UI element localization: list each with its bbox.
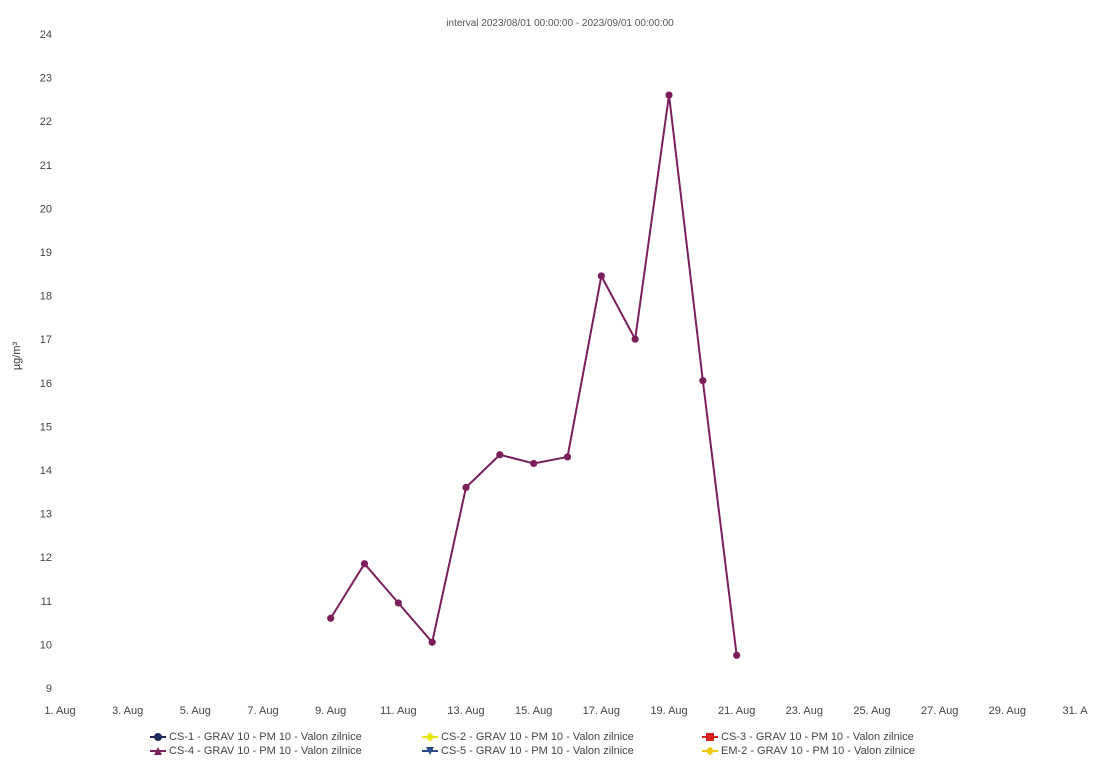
legend-label: CS-3 - GRAV 10 - PM 10 - Valon zilnice bbox=[721, 731, 914, 743]
y-tick-label: 9 bbox=[46, 683, 52, 695]
y-tick-label: 21 bbox=[40, 160, 52, 172]
x-tick-label: 1. Aug bbox=[44, 705, 75, 717]
x-tick-label: 19. Aug bbox=[650, 705, 687, 717]
y-tick-label: 11 bbox=[41, 596, 52, 608]
legend-label: CS-2 - GRAV 10 - PM 10 - Valon zilnice bbox=[441, 731, 634, 743]
y-tick-label: 24 bbox=[40, 29, 52, 41]
legend-label: EM-2 - GRAV 10 - PM 10 - Valon zilnice bbox=[721, 745, 915, 757]
x-tick-label: 15. Aug bbox=[515, 705, 552, 717]
y-axis-ticks: 9 10 11 12 13 14 15 16 17 18 19 20 21 22 23 24 bbox=[40, 29, 52, 695]
data-point bbox=[394, 599, 402, 607]
y-tick-label: 19 bbox=[40, 247, 52, 259]
x-tick-label: 13. Aug bbox=[447, 705, 484, 717]
y-tick-label: 16 bbox=[40, 378, 52, 390]
y-tick-label: 18 bbox=[40, 291, 52, 303]
x-tick-label: 29. Aug bbox=[989, 705, 1026, 717]
chart-title: interval 2023/08/01 00:00:00 - 2023/09/0… bbox=[446, 18, 674, 29]
legend-marker-icon bbox=[150, 733, 166, 742]
legend-marker-icon bbox=[150, 747, 166, 756]
legend-item[interactable]: CS-1 - GRAV 10 - PM 10 - Valon zilnice bbox=[150, 730, 362, 745]
legend-label: CS-1 - GRAV 10 - PM 10 - Valon zilnice bbox=[169, 731, 362, 743]
legend-marker-icon bbox=[422, 733, 438, 741]
y-axis-label: µg/m³ bbox=[11, 341, 23, 370]
data-point bbox=[665, 91, 673, 99]
x-tick-label: 9. Aug bbox=[315, 705, 346, 717]
series-group bbox=[327, 91, 741, 659]
data-point bbox=[597, 272, 605, 280]
legend-item[interactable]: CS-3 - GRAV 10 - PM 10 - Valon zilnice bbox=[702, 730, 914, 745]
y-tick-label: 20 bbox=[40, 203, 52, 215]
data-point bbox=[631, 335, 639, 343]
y-tick-label: 12 bbox=[40, 552, 52, 564]
data-point bbox=[563, 453, 572, 461]
y-tick-label: 10 bbox=[40, 639, 52, 651]
y-tick-label: 22 bbox=[40, 116, 52, 128]
legend-item[interactable]: CS-4 - GRAV 10 - PM 10 - Valon zilnice bbox=[150, 744, 362, 759]
legend-item[interactable]: CS-2 - GRAV 10 - PM 10 - Valon zilnice bbox=[422, 730, 634, 745]
data-point bbox=[496, 451, 504, 459]
x-tick-label: 5. Aug bbox=[180, 705, 211, 717]
x-tick-label: 21. Aug bbox=[718, 705, 755, 717]
series-line bbox=[329, 94, 738, 656]
legend-item[interactable]: CS-5 - GRAV 10 - PM 10 - Valon zilnice bbox=[422, 744, 634, 759]
legend-marker-icon bbox=[422, 747, 438, 756]
data-point bbox=[327, 614, 335, 622]
x-tick-label: 11. Aug bbox=[380, 705, 417, 717]
x-tick-label: 27. Aug bbox=[921, 705, 958, 717]
line-chart: interval 2023/08/01 00:00:00 - 2023/09/0… bbox=[11, 18, 1088, 717]
x-axis-ticks: 1. Aug 3. Aug 5. Aug 7. Aug 9. Aug 11. Aug 13.… bbox=[44, 705, 1088, 717]
data-point bbox=[462, 483, 470, 492]
legend-item[interactable]: EM-2 - GRAV 10 - PM 10 - Valon zilnice bbox=[702, 744, 915, 759]
data-point bbox=[530, 459, 538, 468]
legend-marker-icon bbox=[702, 733, 718, 742]
y-tick-label: 15 bbox=[40, 421, 52, 433]
data-point bbox=[733, 651, 741, 659]
x-tick-label: 17. Aug bbox=[583, 705, 620, 717]
y-tick-label: 14 bbox=[40, 465, 52, 477]
x-tick-label: 31. A bbox=[1062, 705, 1088, 717]
legend-label: CS-5 - GRAV 10 - PM 10 - Valon zilnice bbox=[441, 745, 634, 757]
legend-label: CS-4 - GRAV 10 - PM 10 - Valon zilnice bbox=[169, 745, 362, 757]
y-tick-label: 23 bbox=[40, 73, 52, 85]
y-tick-label: 13 bbox=[40, 509, 52, 521]
x-tick-label: 7. Aug bbox=[247, 705, 278, 717]
y-tick-label: 17 bbox=[40, 334, 52, 346]
x-tick-label: 23. Aug bbox=[786, 705, 823, 717]
data-point bbox=[699, 377, 707, 385]
data-point bbox=[360, 560, 369, 568]
legend-marker-icon bbox=[702, 747, 718, 755]
data-point bbox=[428, 638, 436, 646]
x-tick-label: 3. Aug bbox=[112, 705, 143, 717]
x-tick-label: 25. Aug bbox=[853, 705, 890, 717]
